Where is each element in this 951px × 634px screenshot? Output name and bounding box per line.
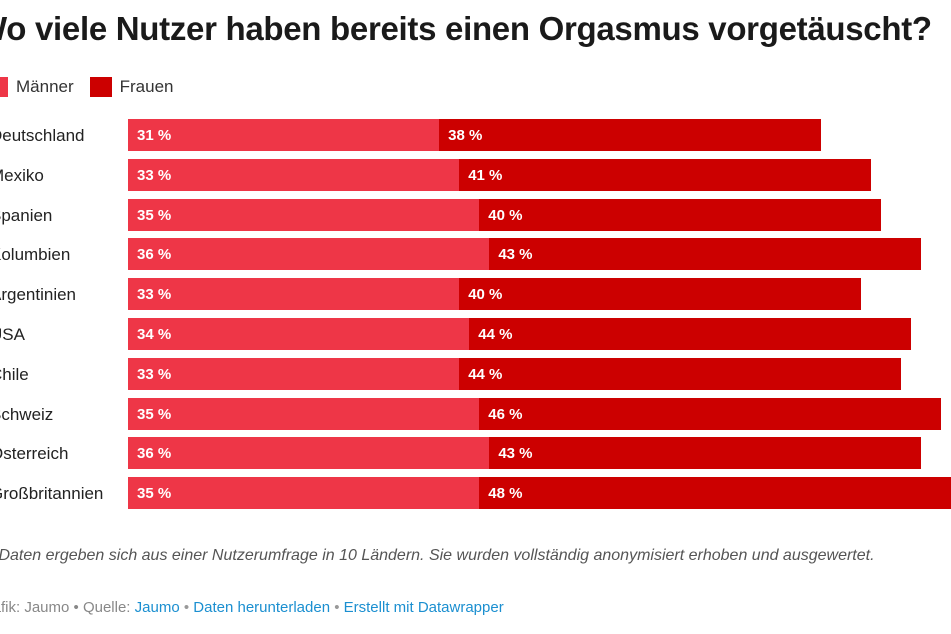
- datawrapper-link[interactable]: Erstellt mit Datawrapper: [343, 599, 504, 616]
- category-label-mexiko: Mexiko: [0, 165, 44, 185]
- category-label-osterreich: Österreich: [0, 444, 69, 464]
- credits: Grafik: Jaumo • Quelle: Jaumo • Daten he…: [0, 599, 504, 616]
- category-label-grossbritannien: Großbritannien: [0, 484, 104, 504]
- value-label-manner-kolumbien: 36 %: [137, 246, 172, 264]
- value-label-frauen-kolumbien: 43 %: [498, 246, 533, 264]
- bar-frauen-spanien: [479, 198, 881, 231]
- legend-item-maenner: Männer: [0, 77, 74, 97]
- value-label-manner-deutschland: 31 %: [137, 127, 172, 144]
- bar-manner-usa: [128, 318, 470, 350]
- download-data-link[interactable]: Daten herunterladen: [193, 599, 331, 616]
- bar-frauen-schweiz: [479, 397, 941, 430]
- bar-manner-mexiko: [128, 158, 460, 191]
- value-label-manner-chile: 33 %: [137, 365, 172, 383]
- bar-manner-osterreich: [128, 437, 490, 470]
- value-label-frauen-argentinien: 40 %: [468, 286, 503, 304]
- category-label-deutschland: Deutschland: [0, 126, 85, 145]
- bar-manner-kolumbien: [128, 238, 490, 271]
- value-label-frauen-grossbritannien: 48 %: [488, 485, 523, 503]
- value-label-frauen-spanien: 40 %: [488, 206, 523, 224]
- credits-separator: •: [330, 599, 344, 616]
- bar-manner-chile: [128, 357, 460, 390]
- value-label-frauen-deutschland: 38 %: [448, 127, 483, 144]
- value-label-manner-spanien: 35 %: [137, 206, 172, 224]
- bar-frauen-kolumbien: [489, 238, 921, 271]
- value-label-frauen-osterreich: 43 %: [498, 445, 533, 463]
- value-label-frauen-usa: 44 %: [478, 326, 513, 343]
- legend-label-frauen: Frauen: [119, 77, 174, 96]
- bar-frauen-argentinien: [459, 278, 861, 311]
- bar-frauen-osterreich: [489, 437, 921, 470]
- value-label-frauen-schweiz: 46 %: [488, 405, 523, 423]
- bar-manner-grossbritannien: [128, 477, 480, 510]
- bar-manner-argentinien: [128, 278, 460, 311]
- category-label-kolumbien: Kolumbien: [0, 245, 71, 265]
- value-label-manner-schweiz: 35 %: [137, 405, 172, 423]
- bar-manner-deutschland: [128, 119, 440, 151]
- value-label-manner-osterreich: 36 %: [137, 445, 172, 463]
- credits-prefix: Grafik: Jaumo • Quelle:: [0, 599, 131, 616]
- source-link[interactable]: Jaumo: [134, 599, 180, 616]
- value-label-frauen-chile: 44 %: [468, 365, 503, 383]
- category-label-usa: USA: [0, 325, 25, 344]
- value-label-frauen-mexiko: 41 %: [468, 166, 503, 184]
- bar-frauen-usa: [469, 318, 911, 350]
- credits-separator: •: [179, 599, 194, 616]
- value-label-manner-usa: 34 %: [137, 326, 172, 343]
- bar-manner-schweiz: [128, 397, 480, 430]
- category-label-argentinien: Argentinien: [0, 285, 77, 305]
- category-label-spanien: Spanien: [0, 205, 53, 225]
- bar-frauen-grossbritannien: [479, 477, 951, 510]
- category-label-schweiz: Schweiz: [0, 404, 54, 424]
- category-label-chile: Chile: [0, 364, 29, 384]
- legend-label-maenner: Männer: [16, 77, 74, 96]
- value-label-manner-grossbritannien: 35 %: [137, 485, 172, 503]
- chart-note: Die Daten ergeben sich aus einer Nutzeru…: [0, 547, 875, 564]
- value-label-manner-argentinien: 33 %: [137, 286, 172, 304]
- legend-swatch-frauen: [89, 77, 112, 97]
- bar-manner-spanien: [128, 198, 480, 231]
- bar-frauen-deutschland: [439, 119, 821, 151]
- chart-title: Wo viele Nutzer haben bereits einen Orga…: [0, 10, 932, 47]
- legend: Männer Frauen: [0, 76, 190, 98]
- legend-item-frauen: Frauen: [89, 77, 174, 97]
- value-label-manner-mexiko: 33 %: [137, 166, 172, 184]
- bar-frauen-mexiko: [459, 158, 871, 191]
- bar-frauen-chile: [459, 357, 901, 390]
- legend-swatch-maenner: [0, 77, 8, 97]
